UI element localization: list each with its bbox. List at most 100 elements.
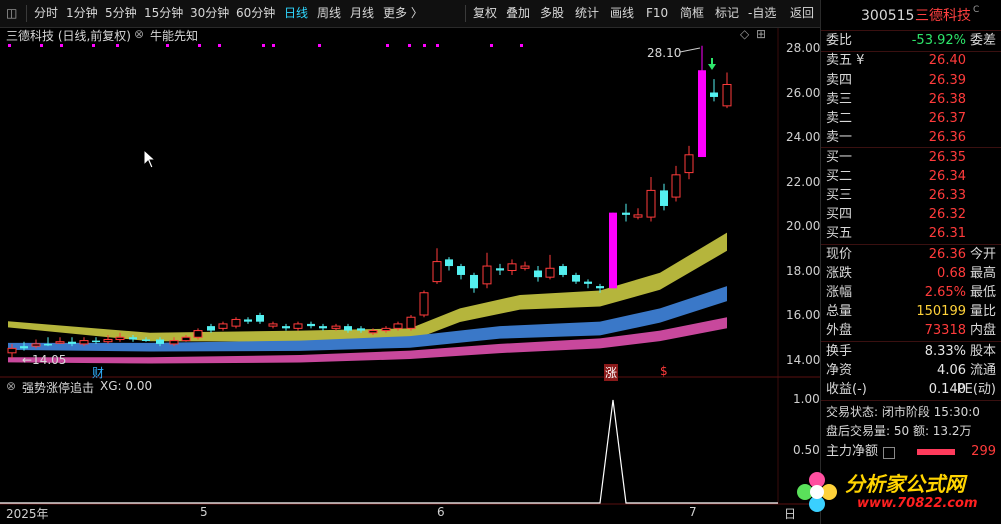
subplot-icon[interactable]: ⊗: [6, 379, 17, 393]
main-flow-icon[interactable]: [883, 447, 895, 459]
bid-price: 26.35: [928, 150, 966, 165]
bid-price: 26.31: [928, 226, 966, 241]
toolbar-divider: [465, 5, 466, 22]
candle-body: [268, 323, 278, 327]
tool-overlay[interactable]: 叠加: [506, 6, 531, 20]
toolbar-divider: [26, 5, 27, 22]
stat-label-2: 今开: [969, 247, 996, 262]
stat-label: 涨跌: [826, 266, 853, 281]
stat-label-2: 最低: [969, 285, 996, 300]
candle-body: [218, 323, 228, 329]
stat-row: 净资 4.06 流通: [821, 361, 1001, 381]
bid-row: 买二 26.34: [821, 167, 1001, 187]
divider: [821, 147, 1001, 148]
tab-fenshi[interactable]: 分时: [34, 6, 59, 20]
candle-body: [584, 281, 592, 284]
x-tick: 5: [200, 505, 208, 519]
stat-label: 净资: [826, 363, 853, 378]
candle-body: [92, 340, 100, 343]
stat-label: 换手: [826, 344, 853, 359]
stat-label-2: 内盘: [969, 323, 996, 338]
candle-body: [307, 323, 315, 327]
bid-row: 买五 26.31: [821, 224, 1001, 244]
signal-dot: [423, 44, 426, 47]
main-flow-value: 299: [971, 444, 996, 459]
y-tick: 20.00: [786, 219, 821, 233]
tab-1min[interactable]: 1分钟: [66, 6, 98, 20]
tab-60min[interactable]: 60分钟: [236, 6, 276, 20]
signal-dot: [262, 44, 265, 47]
signal-dot: [166, 44, 169, 47]
weicha-label: 委差: [969, 33, 996, 48]
signal-dot: [436, 44, 439, 47]
divider: [821, 30, 1001, 31]
event-label-dollar[interactable]: $: [660, 364, 668, 378]
candle-body: [79, 340, 89, 345]
tab-more[interactable]: 更多 〉: [383, 6, 423, 20]
stat-value: 4.06: [937, 363, 966, 378]
candle-body: [520, 265, 530, 269]
candle-body: [129, 337, 137, 340]
stat-row: 涨幅 2.65% 最低: [821, 283, 1001, 303]
tool-watchlist[interactable]: -自选: [748, 6, 777, 20]
subplot-title[interactable]: 强势涨停追击: [22, 381, 95, 395]
bid-label: 买五: [826, 226, 853, 241]
tool-f10[interactable]: F10: [646, 6, 669, 20]
watermark-url: www.70822.com: [857, 496, 978, 511]
tab-30min[interactable]: 30分钟: [190, 6, 230, 20]
tool-simple-frame[interactable]: 简框: [680, 6, 705, 20]
back-button[interactable]: 返回: [790, 6, 815, 20]
candle-body: [445, 259, 453, 267]
watermark-logo: 分析家公式网 www.70822.com: [795, 466, 1000, 520]
candle-body: [381, 327, 391, 332]
signal-dot: [318, 44, 321, 47]
layout-icon[interactable]: ◫: [6, 6, 18, 20]
bid-price: 26.32: [928, 207, 966, 222]
ask-price: 26.39: [928, 73, 966, 88]
signal-dots: [8, 44, 523, 47]
tab-15min[interactable]: 15分钟: [144, 6, 184, 20]
low-marker: ←14.05: [22, 353, 67, 367]
candle-body: [68, 341, 76, 344]
candle-body: [244, 319, 252, 322]
weibi-row: 委比 -53.92% 委差: [821, 31, 1001, 51]
tab-monthly[interactable]: 月线: [350, 6, 375, 20]
stat-value: 26.36: [928, 247, 966, 262]
stat-row: 涨跌 0.68 最高: [821, 264, 1001, 284]
ask-label: 卖三: [826, 92, 853, 107]
ask-label: 卖四: [826, 73, 853, 88]
stat-label: 涨幅: [826, 285, 853, 300]
watermark-brand: 分析家公式网: [845, 472, 965, 496]
kline-chart-area[interactable]: 三德科技 (日线,前复权) ⊗ 牛能先知 ◇ ⊞ 28.10 ←14.05 28…: [0, 27, 820, 524]
expand-icon[interactable]: ⊞: [756, 27, 767, 41]
event-label-limit[interactable]: 涨: [604, 364, 619, 381]
candle-body: [722, 83, 732, 107]
tool-fuquan[interactable]: 复权: [473, 6, 498, 20]
y-tick: 14.00: [786, 353, 821, 367]
candle-body: [633, 214, 643, 218]
tab-daily[interactable]: 日线: [284, 6, 309, 20]
tab-5min[interactable]: 5分钟: [105, 6, 137, 20]
ma-band: [8, 286, 727, 352]
ask-row: 卖三 26.38: [821, 90, 1001, 110]
tab-weekly[interactable]: 周线: [317, 6, 342, 20]
tool-draw[interactable]: 画线: [610, 6, 635, 20]
event-label-finance[interactable]: 财: [92, 366, 105, 380]
diamond-icon[interactable]: ◇: [740, 27, 750, 41]
x-tick: 6: [437, 505, 445, 519]
subplot-value: XG: 0.00: [100, 379, 153, 393]
indicator-icon[interactable]: ⊗: [134, 27, 145, 41]
candle-body: [660, 190, 668, 206]
stat-value: 73318: [924, 323, 966, 338]
indicator-name[interactable]: 牛能先知: [150, 29, 199, 43]
tool-multi-stock[interactable]: 多股: [540, 6, 565, 20]
candle-body: [710, 92, 718, 97]
stat-label: 收益(-): [826, 382, 867, 397]
chart-title: 三德科技 (日线,前复权): [6, 29, 131, 43]
stat-value: 0.68: [937, 266, 966, 281]
candle-body: [103, 338, 113, 343]
trade-status-text: 交易状态: 闭市阶段 15:30:0: [826, 405, 980, 419]
main-flow-bar: [917, 449, 955, 455]
tool-stats[interactable]: 统计: [575, 6, 600, 20]
tool-mark[interactable]: 标记: [715, 6, 740, 20]
